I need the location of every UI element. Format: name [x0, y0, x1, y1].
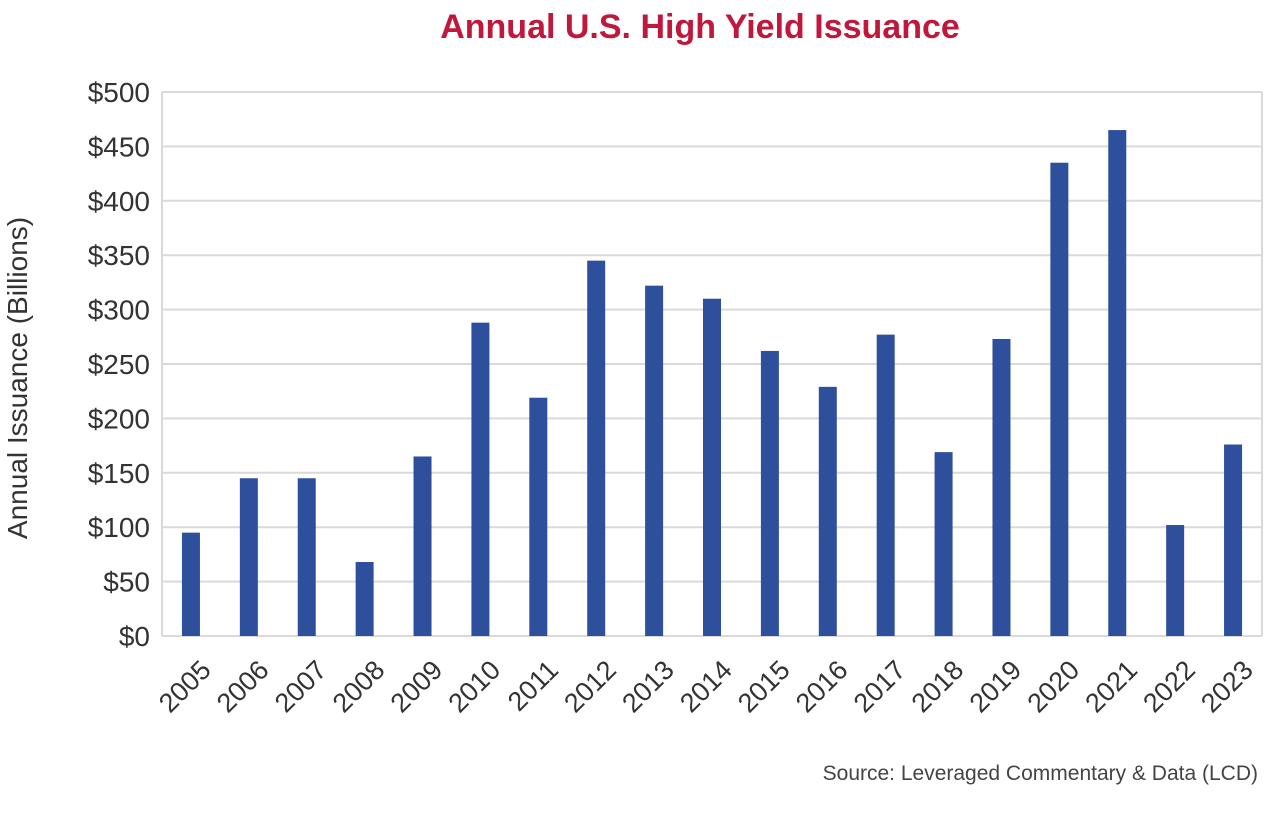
bar-2007 [297, 478, 316, 636]
bar-2010 [471, 322, 490, 636]
x-tick-label: 2006 [211, 655, 275, 719]
bars [181, 130, 1243, 636]
y-tick-label: $500 [88, 77, 150, 108]
x-tick-label: 2012 [558, 655, 622, 719]
y-tick-label: $250 [88, 349, 150, 380]
bar-2014 [703, 298, 721, 636]
y-tick-label: $350 [88, 240, 150, 271]
bar-2006 [239, 478, 258, 636]
x-tick-label: 2017 [848, 655, 912, 719]
x-tick-label: 2005 [153, 655, 217, 719]
bar-2016 [818, 386, 837, 636]
chart-title: Annual U.S. High Yield Issuance [440, 8, 960, 46]
bar-2008 [355, 562, 374, 636]
bar-2009 [413, 456, 432, 636]
x-tick-label: 2009 [385, 655, 449, 719]
x-tick-label: 2019 [964, 655, 1028, 719]
x-tick-label: 2013 [616, 655, 680, 719]
x-tick-label: 2011 [502, 655, 564, 717]
bar-2012 [587, 260, 606, 636]
bar-2011 [529, 397, 548, 636]
y-tick-label: $50 [103, 567, 150, 598]
x-tick-label: 2007 [269, 655, 333, 719]
y-tick-label: $0 [119, 621, 150, 652]
bar-2019 [992, 338, 1011, 636]
bar-2015 [760, 350, 779, 636]
y-tick-label: $300 [88, 295, 150, 326]
x-tick-label: 2021 [1079, 655, 1143, 719]
x-tick-label: 2016 [790, 655, 854, 719]
y-tick-label: $200 [88, 403, 150, 434]
x-tick-label: 2010 [443, 655, 507, 719]
bar-2023 [1224, 444, 1243, 636]
x-tick-label: 2014 [674, 655, 738, 719]
bar-2018 [934, 452, 953, 636]
y-tick-label: $400 [88, 186, 150, 217]
y-tick-label: $150 [88, 458, 150, 489]
x-tick-label: 2018 [906, 655, 970, 719]
bar-2017 [876, 334, 895, 636]
bar-2021 [1108, 130, 1127, 636]
y-axis-label: Annual Issuance (Billions) [2, 217, 33, 539]
y-axis-ticks: $0 $50 $100 $150 $200 $250 $300 $350 $400 $450 $50… [88, 77, 150, 652]
y-tick-label: $100 [88, 512, 150, 543]
bar-2013 [645, 285, 664, 636]
bar-2022 [1166, 525, 1185, 636]
y-tick-label: $450 [88, 131, 150, 162]
x-axis-ticks: 2005200620072008200920102011201220132014… [153, 655, 1259, 719]
x-tick-label: 2023 [1195, 655, 1259, 719]
bar-2005 [181, 532, 200, 636]
x-tick-label: 2020 [1021, 655, 1085, 719]
x-tick-label: 2008 [327, 655, 391, 719]
x-tick-label: 2022 [1137, 655, 1201, 719]
source-note: Source: Leveraged Commentary & Data (LCD… [823, 762, 1258, 785]
bar-2020 [1050, 162, 1069, 636]
x-tick-label: 2015 [732, 655, 796, 719]
